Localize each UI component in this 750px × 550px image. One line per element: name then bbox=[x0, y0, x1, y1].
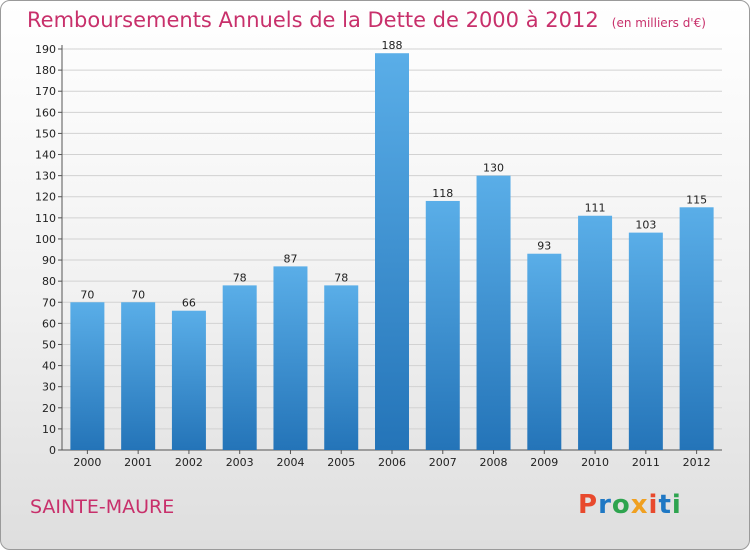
x-tick-label-2009: 2009 bbox=[530, 456, 558, 469]
data-label-2009: 93 bbox=[537, 240, 551, 253]
y-tick-label: 40 bbox=[42, 360, 56, 373]
x-tick-label-2001: 2001 bbox=[124, 456, 152, 469]
bar-2004 bbox=[273, 266, 308, 450]
bars bbox=[70, 53, 714, 450]
y-tick-label: 100 bbox=[35, 233, 56, 246]
logo-letter: o bbox=[611, 490, 631, 520]
x-tick-label-2010: 2010 bbox=[581, 456, 609, 469]
logo-letter: P bbox=[578, 490, 599, 520]
y-tick-label: 180 bbox=[35, 64, 56, 77]
data-label-2007: 118 bbox=[432, 187, 453, 200]
data-label-2004: 87 bbox=[283, 252, 297, 265]
y-tick-label: 110 bbox=[35, 212, 56, 225]
y-tick-label: 30 bbox=[42, 381, 56, 394]
logo-letter: t bbox=[658, 490, 672, 520]
bar-2006 bbox=[375, 53, 409, 450]
x-tick-label-2011: 2011 bbox=[632, 456, 660, 469]
bar-2001 bbox=[121, 302, 156, 450]
chart-unit: (en milliers d'€) bbox=[611, 16, 706, 30]
y-tick-label: 0 bbox=[49, 444, 56, 457]
x-tick-label-2002: 2002 bbox=[175, 456, 203, 469]
data-label-2003: 78 bbox=[233, 271, 247, 284]
x-tick-label-2006: 2006 bbox=[378, 456, 406, 469]
chart-title-row: Remboursements Annuels de la Dette de 20… bbox=[27, 8, 706, 32]
city-name: SAINTE-MAURE bbox=[30, 496, 175, 518]
logo-letter: i bbox=[671, 490, 682, 520]
x-tick-label-2012: 2012 bbox=[683, 456, 711, 469]
data-label-2002: 66 bbox=[182, 297, 196, 310]
labels: 0 10 20 30 40 50 60 70 80 90 100 110 120 130 140 150 160… bbox=[35, 39, 711, 469]
data-label-2008: 130 bbox=[483, 162, 504, 175]
y-tick-label: 90 bbox=[42, 254, 56, 267]
bar-2005 bbox=[324, 285, 359, 450]
data-label-2010: 111 bbox=[585, 202, 606, 215]
x-tick-label-2005: 2005 bbox=[327, 456, 355, 469]
y-tick-label: 170 bbox=[35, 85, 56, 98]
y-tick-label: 20 bbox=[42, 402, 56, 415]
bar-2007 bbox=[425, 200, 460, 450]
data-label-2001: 70 bbox=[131, 288, 145, 301]
logo-letter: i bbox=[648, 490, 659, 520]
y-tick-label: 60 bbox=[42, 317, 56, 330]
logo-letter: x bbox=[630, 490, 649, 520]
bar-2011 bbox=[628, 232, 663, 450]
x-tick-label-2003: 2003 bbox=[226, 456, 254, 469]
data-label-2006: 188 bbox=[382, 39, 403, 52]
x-tick-label-2007: 2007 bbox=[429, 456, 457, 469]
y-tick-label: 10 bbox=[42, 423, 56, 436]
data-label-2011: 103 bbox=[635, 219, 656, 232]
y-tick-label: 190 bbox=[35, 43, 56, 56]
y-tick-label: 70 bbox=[42, 296, 56, 309]
y-tick-label: 140 bbox=[35, 149, 56, 162]
y-tick-label: 160 bbox=[35, 106, 56, 119]
proxiti-logo[interactable]: Proxiti bbox=[578, 490, 682, 520]
bar-2002 bbox=[171, 310, 206, 450]
bar-2003 bbox=[222, 285, 257, 450]
y-tick-label: 150 bbox=[35, 127, 56, 140]
data-label-2000: 70 bbox=[80, 288, 94, 301]
logo-letter: r bbox=[598, 490, 612, 520]
y-tick-label: 130 bbox=[35, 170, 56, 183]
chart-title: Remboursements Annuels de la Dette de 20… bbox=[27, 8, 599, 32]
data-label-2012: 115 bbox=[686, 193, 707, 206]
bar-2008 bbox=[476, 175, 511, 450]
bar-2012 bbox=[679, 207, 714, 450]
bar-2000 bbox=[70, 302, 105, 450]
data-label-2005: 78 bbox=[334, 271, 348, 284]
x-tick-label-2004: 2004 bbox=[276, 456, 304, 469]
x-tick-label-2000: 2000 bbox=[73, 456, 101, 469]
bar-2010 bbox=[578, 215, 613, 450]
y-tick-label: 80 bbox=[42, 275, 56, 288]
x-tick-label-2008: 2008 bbox=[480, 456, 508, 469]
y-tick-label: 50 bbox=[42, 338, 56, 351]
y-tick-label: 120 bbox=[35, 191, 56, 204]
bar-2009 bbox=[527, 253, 562, 450]
